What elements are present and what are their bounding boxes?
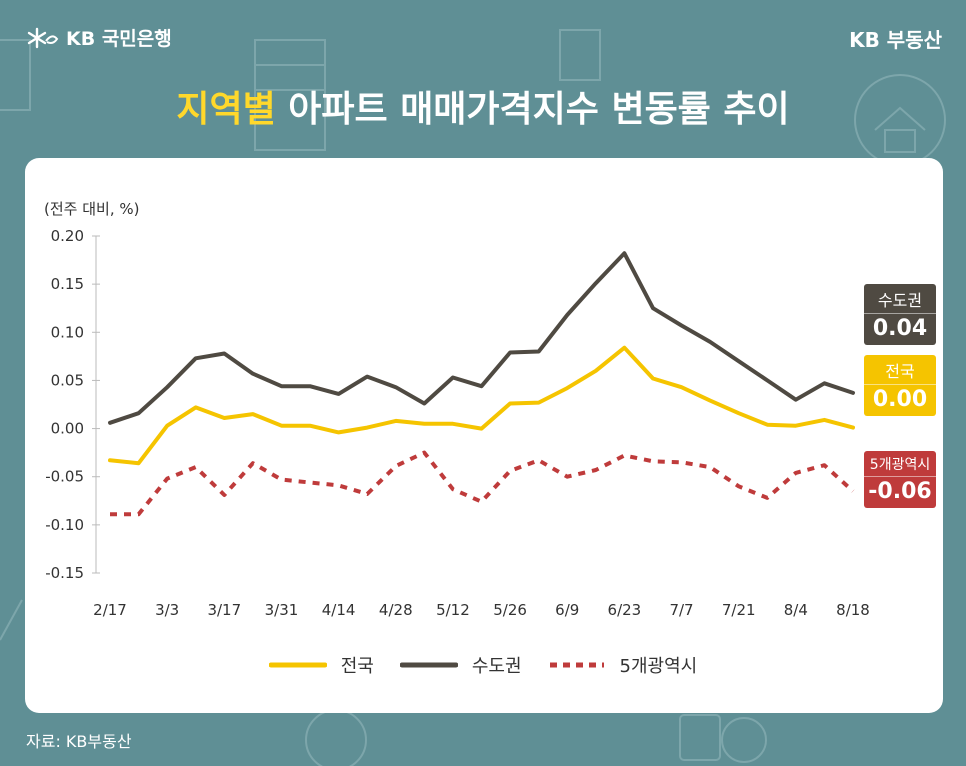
y-tick-label: -0.10 xyxy=(45,516,84,534)
end-badge: 전국 0.00 xyxy=(864,355,936,416)
legend-label: 전국 xyxy=(340,656,374,677)
x-tick-label: 3/31 xyxy=(265,601,299,619)
chart-legend: 전국 수도권 5개광역시 xyxy=(0,652,966,678)
series-line-1 xyxy=(108,251,855,425)
x-tick-label: 8/4 xyxy=(784,601,808,619)
series-line-2 xyxy=(110,450,855,517)
chart-card xyxy=(25,158,943,713)
unit-label: (전주 대비, %) xyxy=(44,200,140,218)
y-tick-label: 0.00 xyxy=(51,420,84,438)
x-tick-label: 6/9 xyxy=(555,601,579,619)
title-rest: 아파트 매매가격지수 변동률 추이 xyxy=(275,89,790,130)
series-line-0 xyxy=(108,345,855,466)
y-tick-label: 0.10 xyxy=(51,323,84,341)
title-highlight: 지역별 xyxy=(176,89,276,130)
kb-logo: KB 국민은행 xyxy=(26,24,172,51)
y-tick-label: -0.15 xyxy=(45,564,84,582)
end-badge: 5개광역시 -0.06 xyxy=(864,451,936,508)
legend-label: 5개광역시 xyxy=(619,656,698,677)
kb-star-icon xyxy=(27,27,59,48)
badge-name: 5개광역시 xyxy=(869,457,931,473)
badge-name: 수도권 xyxy=(877,291,923,310)
logo-text: KB 국민은행 xyxy=(66,28,172,50)
legend-swatch xyxy=(268,662,327,668)
x-tick-label: 3/3 xyxy=(155,601,179,619)
x-tick-label: 6/23 xyxy=(608,601,642,619)
badge-name: 전국 xyxy=(885,362,915,381)
legend-swatch xyxy=(549,662,604,668)
page-title: 지역별 아파트 매매가격지수 변동률 추이 xyxy=(0,80,966,132)
y-tick-label: 0.05 xyxy=(51,371,84,389)
x-tick-label: 5/26 xyxy=(493,601,527,619)
x-tick-label: 7/21 xyxy=(722,601,756,619)
x-tick-label: 2/17 xyxy=(93,601,127,619)
x-tick-label: 5/12 xyxy=(436,601,470,619)
badge-value: 0.04 xyxy=(864,313,936,345)
x-tick-label: 4/14 xyxy=(322,601,356,619)
legend-item: 전국 xyxy=(268,652,374,678)
x-tick-label: 3/17 xyxy=(207,601,241,619)
x-tick-label: 8/18 xyxy=(836,601,870,619)
y-tick-label: -0.05 xyxy=(45,468,84,486)
legend-swatch xyxy=(399,662,458,668)
y-tick-label: 0.15 xyxy=(51,275,84,293)
x-tick-label: 4/28 xyxy=(379,601,413,619)
legend-label: 수도권 xyxy=(471,656,522,677)
brand-name: KB 부동산 xyxy=(849,28,942,52)
y-tick-label: 0.20 xyxy=(51,227,84,245)
legend-item: 5개광역시 xyxy=(548,652,698,678)
badge-value: -0.06 xyxy=(864,476,936,508)
badge-value: 0.00 xyxy=(864,384,936,416)
source-note: 자료: KB부동산 xyxy=(26,732,132,751)
end-badge: 수도권 0.04 xyxy=(864,284,936,345)
legend-item: 수도권 xyxy=(399,652,522,678)
x-tick-label: 7/7 xyxy=(669,601,693,619)
